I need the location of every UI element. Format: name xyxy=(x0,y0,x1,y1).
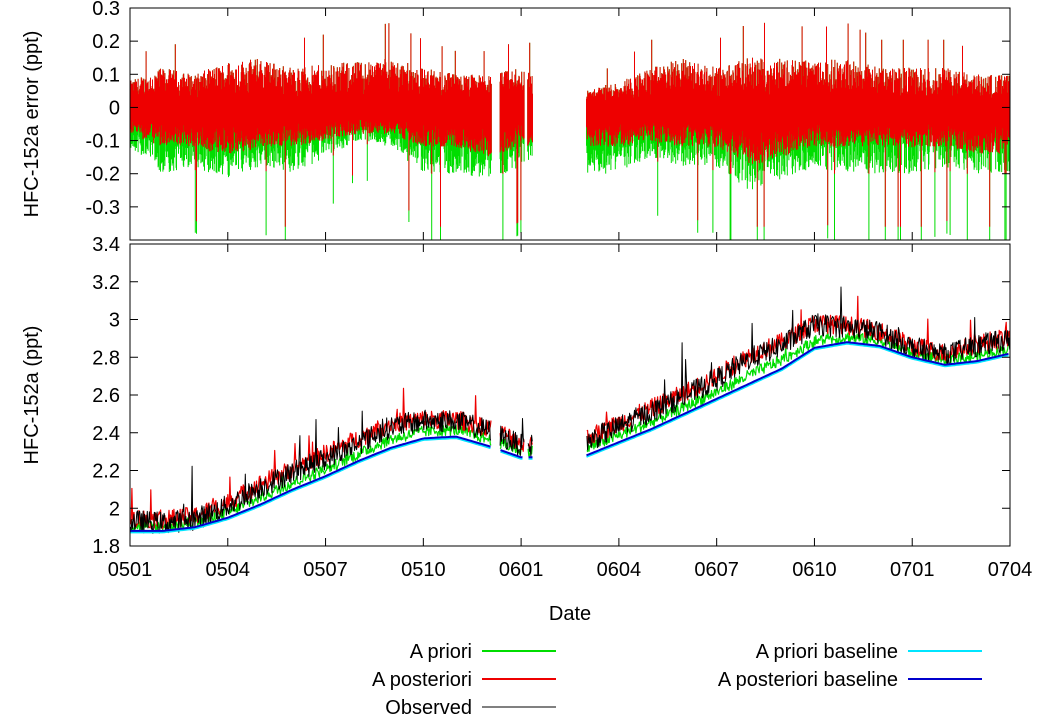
top-y-tick-label: 0.3 xyxy=(92,0,120,20)
legend-entry: A priori baseline xyxy=(756,641,982,663)
bottom-x-tick-label: 0501 xyxy=(108,559,153,581)
bottom-y-tick-label: 1.8 xyxy=(92,536,120,558)
bottom-y-tick-label: 2 xyxy=(109,498,120,520)
bottom-panel-frame xyxy=(129,243,1011,547)
bottom-panel-x-ticks: 0501 0504 0507 0510 0601 0604 0607 0610 0701 0704 xyxy=(108,8,1033,581)
bottom-x-tick-label: 0610 xyxy=(792,559,837,581)
top-y-tick-label: -0.2 xyxy=(86,164,120,186)
bottom-y-tick-label: 2.6 xyxy=(92,385,120,407)
bottom-x-tick-label: 0504 xyxy=(206,559,251,581)
series-a-priori xyxy=(129,329,1011,532)
legend-label: Observed xyxy=(385,697,472,719)
series-a-posteriori-error xyxy=(130,22,1011,227)
legend-label: A priori baseline xyxy=(756,641,898,663)
bottom-y-tick-label: 3.4 xyxy=(92,234,120,256)
top-y-tick-label: -0.1 xyxy=(86,131,120,153)
legend-entry: A priori xyxy=(410,641,556,663)
bottom-x-tick-label: 0604 xyxy=(597,559,642,581)
bottom-panel-series xyxy=(129,286,1011,534)
series-a-priori-baseline-line xyxy=(130,342,1009,534)
bottom-x-tick-label: 0601 xyxy=(499,559,544,581)
bottom-y-tick-label: 3.2 xyxy=(92,272,120,294)
series-a-posteriori-baseline-line xyxy=(130,341,1009,532)
bottom-panel-y-ticks: 3.4 3.2 3 2.8 2.6 2.4 2.2 2 1.8 xyxy=(92,234,1010,558)
bottom-panel: 3.4 3.2 3 2.8 2.6 2.4 2.2 2 1.8 0501 0504 0507 0510… xyxy=(21,8,1032,625)
bottom-y-tick-label: 2.4 xyxy=(92,423,120,445)
top-y-tick-label: 0.2 xyxy=(92,31,120,53)
bottom-x-tick-label: 0510 xyxy=(401,559,446,581)
series-a-priori-baseline xyxy=(130,342,1009,534)
top-panel: 0.3 0.2 0.1 0 -0.1 -0.2 -0.3 HFC-152a error (p… xyxy=(21,0,1011,241)
legend-entry: A posteriori xyxy=(372,669,556,691)
series-observed-line xyxy=(130,286,1011,534)
a-posteriori-error-bars xyxy=(130,22,1011,227)
top-panel-y-ticks: 0.3 0.2 0.1 0 -0.1 -0.2 -0.3 xyxy=(86,0,1010,219)
legend-entry: Observed xyxy=(385,697,556,719)
bottom-panel-y-axis-title: HFC-152a (ppt) xyxy=(21,326,43,465)
top-y-tick-label: 0 xyxy=(109,97,120,119)
series-a-posteriori-baseline xyxy=(130,341,1009,532)
bottom-x-tick-label: 0704 xyxy=(988,559,1033,581)
bottom-panel-x-axis-title: Date xyxy=(549,603,591,625)
top-y-tick-label: 0.1 xyxy=(92,64,120,86)
series-a-priori-line xyxy=(129,329,1011,532)
legend: A priori A posteriori Observed A priori bas… xyxy=(372,641,982,719)
bottom-x-tick-label: 0701 xyxy=(890,559,935,581)
bottom-x-tick-label: 0607 xyxy=(694,559,739,581)
bottom-y-tick-label: 2.2 xyxy=(92,461,120,483)
legend-label: A posteriori xyxy=(372,669,472,691)
series-observed xyxy=(130,286,1011,534)
top-panel-frame xyxy=(129,7,1011,241)
legend-label: A posteriori baseline xyxy=(718,669,898,691)
top-panel-y-axis-title: HFC-152a error (ppt) xyxy=(21,31,43,218)
bottom-x-tick-label: 0507 xyxy=(303,559,348,581)
legend-entry: A posteriori baseline xyxy=(718,669,982,691)
bottom-y-tick-label: 3 xyxy=(109,310,120,332)
legend-label: A priori xyxy=(410,641,472,663)
top-panel-series xyxy=(130,22,1011,240)
top-y-tick-label: -0.3 xyxy=(86,197,120,219)
bottom-y-tick-label: 2.8 xyxy=(92,347,120,369)
